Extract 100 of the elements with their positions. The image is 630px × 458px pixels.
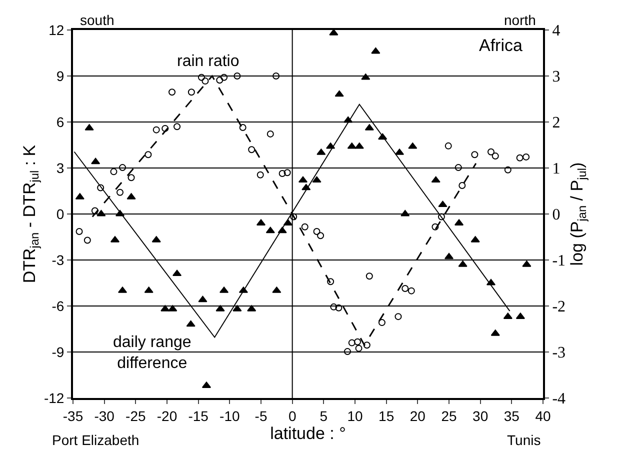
y2-tick-label: 0 [552, 206, 560, 224]
y-tick-label: 12 [48, 22, 64, 38]
point [168, 88, 176, 96]
point [239, 124, 246, 132]
x-tick-label: 20 [410, 408, 426, 424]
annotation: daily range difference [113, 334, 192, 372]
x-tick-label: 15 [378, 408, 394, 424]
x-tick-label: 0 [288, 408, 296, 424]
y-tick-label: -12 [44, 390, 64, 406]
x-tick-label: 35 [504, 408, 520, 424]
x-tick-label: 40 [535, 408, 551, 424]
point [91, 207, 98, 214]
y-tick-label: -9 [52, 344, 64, 360]
y2-tick-label: 3 [552, 68, 560, 86]
y-tick-label: 3 [56, 160, 64, 176]
x-tick-label: 25 [441, 408, 457, 424]
point [344, 348, 351, 356]
annotation: rain ratio [177, 53, 240, 70]
point [234, 72, 241, 80]
y-tick-label: 9 [56, 68, 64, 84]
point [355, 344, 362, 352]
x-tick-label: 30 [472, 408, 488, 424]
point [186, 320, 196, 327]
point [290, 213, 298, 220]
text: north [504, 12, 536, 28]
point [144, 151, 152, 158]
point [335, 304, 342, 312]
x-axis-title: latitude : ° [270, 424, 346, 443]
x-tick-label: -35 [62, 408, 84, 424]
point [471, 151, 478, 158]
y2-tick-label: -3 [552, 344, 566, 362]
point [248, 146, 256, 154]
point [317, 232, 324, 240]
x-tick-label: 5 [320, 408, 328, 424]
point [366, 272, 373, 280]
x-tick-label: 10 [347, 408, 363, 424]
point [327, 278, 334, 286]
y2-tick-label: -1 [552, 252, 566, 270]
y2-tick-label: 1 [552, 160, 560, 178]
point [454, 164, 462, 172]
y-tick-label: -3 [52, 252, 64, 268]
y2-tick-label: 2 [552, 114, 560, 132]
y-tick-label: -6 [52, 298, 64, 314]
text: Port Elizabeth [52, 432, 140, 448]
point [266, 130, 274, 138]
point [110, 168, 118, 176]
point [394, 313, 402, 320]
point [432, 223, 439, 230]
point [402, 285, 409, 292]
x-tick-label: -30 [94, 408, 115, 424]
point [438, 200, 448, 208]
text: south [80, 12, 114, 28]
point [458, 182, 466, 189]
x-tick-label: -5 [254, 408, 268, 424]
point [408, 287, 415, 294]
y2-tick-label: 4 [552, 22, 560, 40]
point [444, 142, 452, 150]
point [216, 76, 224, 84]
y-tick-label: 6 [56, 114, 64, 130]
point [522, 153, 530, 160]
point [172, 270, 182, 276]
point [278, 170, 286, 178]
point [272, 72, 280, 80]
point [444, 252, 454, 260]
point [492, 152, 499, 160]
point [198, 74, 205, 81]
point [198, 296, 208, 302]
point [334, 90, 344, 97]
point [330, 303, 338, 310]
point [174, 123, 181, 130]
point [91, 158, 100, 164]
point [220, 74, 228, 81]
point [76, 228, 83, 235]
text: Tunis [507, 432, 541, 448]
point [301, 223, 308, 230]
annotation: Africa [479, 36, 523, 55]
point [97, 184, 104, 192]
point [363, 342, 370, 349]
point [378, 319, 386, 326]
point [313, 228, 320, 235]
point [84, 236, 91, 244]
point [504, 166, 512, 174]
point [348, 339, 356, 346]
point [312, 176, 322, 183]
point [371, 47, 380, 54]
x-tick-label: -15 [188, 408, 209, 424]
point [256, 171, 264, 178]
y-tick-label: 0 [56, 206, 64, 222]
point [266, 226, 275, 234]
point [438, 213, 445, 220]
x-tick-label: -20 [156, 408, 178, 424]
x-tick-label: -10 [220, 408, 240, 424]
y2-tick-label: -2 [552, 298, 566, 316]
point [116, 188, 124, 196]
point [284, 169, 291, 176]
point [431, 176, 440, 183]
point [354, 338, 362, 346]
y2-tick-label: -4 [552, 390, 566, 408]
point [128, 174, 135, 182]
point [487, 148, 494, 156]
